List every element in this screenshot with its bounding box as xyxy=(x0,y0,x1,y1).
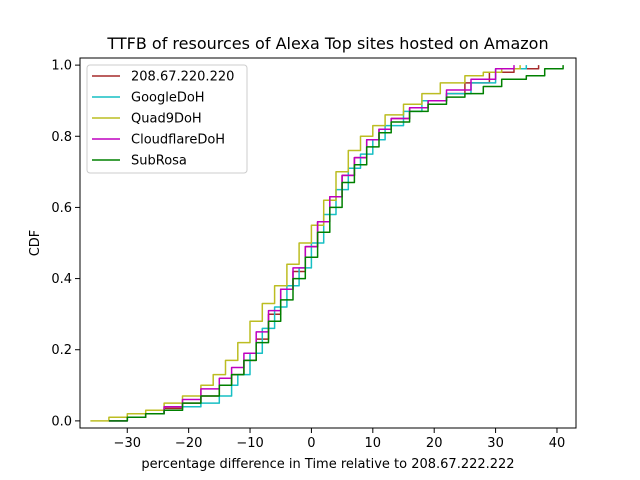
y-axis-ticks: 0.0 0.2 0.4 0.6 0.8 1.0 xyxy=(51,59,80,429)
x-tick-label: 0 xyxy=(307,436,315,451)
legend-box xyxy=(86,64,248,174)
x-axis-label: percentage difference in Time relative t… xyxy=(141,457,514,472)
y-tick-label: 0.2 xyxy=(51,343,72,358)
legend-label-3: CloudflareDoH xyxy=(131,133,225,148)
x-axis-ticks: −30 −20 −10 0 10 20 30 40 xyxy=(114,428,566,451)
series-line-4 xyxy=(108,65,564,422)
y-tick-label: 0.8 xyxy=(51,130,72,145)
series-layer xyxy=(90,65,564,422)
y-tick-label: 0.0 xyxy=(51,414,72,429)
legend-label-0: 208.67.220.220 xyxy=(131,70,234,85)
legend: 208.67.220.220 GoogleDoH Quad9DoH Cloudflar… xyxy=(86,64,248,174)
x-tick-label: 30 xyxy=(487,436,504,451)
x-tick-label: 20 xyxy=(426,436,443,451)
y-axis-label: CDF xyxy=(28,230,43,257)
y-tick-label: 0.4 xyxy=(51,272,72,287)
x-tick-label: −20 xyxy=(175,436,202,451)
x-tick-label: 40 xyxy=(549,436,566,451)
y-tick-label: 1.0 xyxy=(51,59,72,74)
axes-frame xyxy=(79,57,577,429)
chart-title: TTFB of resources of Alexa Top sites hos… xyxy=(106,34,548,53)
x-tick-label: −30 xyxy=(114,436,141,451)
x-tick-label: 10 xyxy=(365,436,382,451)
x-tick-label: −10 xyxy=(236,436,263,451)
legend-label-1: GoogleDoH xyxy=(131,91,205,106)
y-tick-label: 0.6 xyxy=(51,201,72,216)
legend-label-4: SubRosa xyxy=(131,154,187,169)
legend-label-2: Quad9DoH xyxy=(131,112,202,127)
